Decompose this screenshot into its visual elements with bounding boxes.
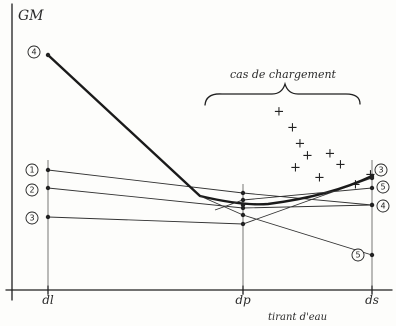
series-label-circle-3: [25, 211, 39, 225]
series-2-point-3: [369, 202, 375, 208]
series-1-point-1: [45, 167, 51, 173]
scatter-point-7: +: [314, 171, 325, 186]
scatter-point-6: +: [290, 161, 301, 176]
scatter-point-2: +: [287, 121, 298, 136]
scatter-point-5: +: [325, 147, 336, 162]
series-label-7: 4: [380, 202, 385, 211]
series-4-line: [46, 53, 374, 206]
series-5-line: [199, 195, 373, 256]
annotation-brace: [204, 81, 361, 106]
y-axis-label: GM: [18, 8, 44, 24]
x-axis-label: tirant d'eau: [268, 312, 327, 323]
x-tick-label-dl: dl: [42, 293, 54, 307]
scatter-point-3: +: [295, 137, 306, 152]
series-1-point-2: [240, 190, 246, 196]
series-4-point-1: [45, 52, 51, 58]
annotation: cas de chargement: [204, 68, 361, 106]
series-label-circle-1: [25, 163, 39, 177]
series-label-circle-8: [351, 248, 365, 262]
series-3-point-2: [240, 221, 246, 227]
scatter-point-1: +: [274, 105, 285, 120]
series-label-3: 3: [29, 214, 34, 223]
series-label-circle-7: [376, 199, 390, 213]
x-tick-label-dp: dp: [235, 293, 251, 307]
series-label-5: 3: [378, 166, 383, 175]
scatter-point-9: +: [350, 178, 361, 193]
x-tick-label-ds: ds: [365, 293, 379, 307]
series-label-circle-4: [27, 45, 41, 59]
series-6-point-2: [369, 185, 375, 191]
series-label-circle-5: [374, 163, 388, 177]
series-label-6: 5: [380, 183, 385, 192]
series-label-circle-6: [376, 180, 390, 194]
scatter-point-4: +: [302, 149, 313, 164]
series-5-point-2: [369, 252, 375, 258]
series-3-point-1: [45, 214, 51, 220]
annotation-text: cas de chargement: [230, 68, 337, 81]
series-label-8: 5: [355, 251, 360, 260]
series-label-2: 2: [29, 186, 34, 195]
series-2-point-1: [45, 185, 51, 191]
series-5-point-1: [240, 212, 246, 218]
series-4-point-2: [240, 202, 246, 208]
series-6-point-1: [240, 197, 246, 203]
scatter-point-8: +: [335, 158, 346, 173]
series-4-point-3: [369, 173, 375, 179]
series-label-1: 1: [29, 166, 34, 175]
series-label-circle-2: [25, 183, 39, 197]
series-label-4: 4: [31, 48, 36, 57]
